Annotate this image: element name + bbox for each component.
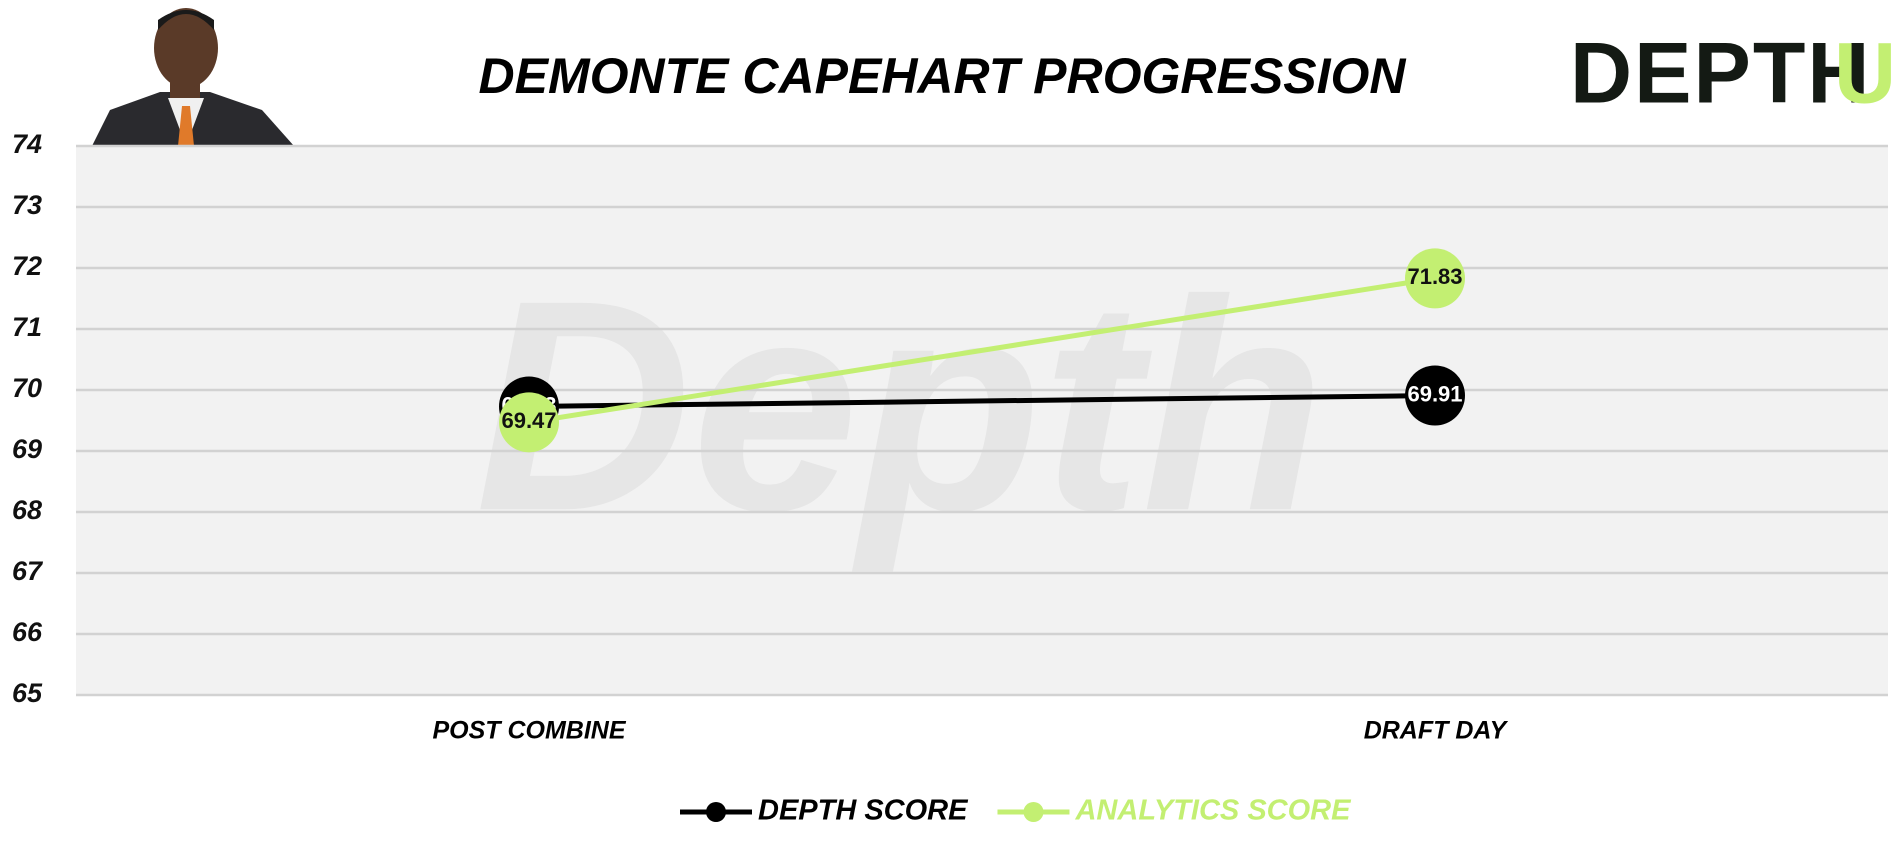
chart-title: DEMONTE CAPEHART PROGRESSION (479, 48, 1407, 104)
x-tick-label: DRAFT DAY (1364, 717, 1509, 745)
data-point (1405, 365, 1465, 426)
player-photo (92, 8, 294, 146)
y-tick-label: 65 (12, 678, 43, 708)
y-tick-label: 67 (12, 556, 44, 586)
y-tick-label: 73 (12, 190, 42, 220)
legend: DEPTH SCORE ANALYTICS SCORE (680, 795, 1352, 827)
y-tick-label: 74 (12, 129, 42, 159)
plot-background (76, 146, 1888, 695)
legend-marker (1023, 802, 1044, 822)
data-point (1405, 248, 1465, 309)
y-tick-label: 71 (12, 312, 42, 342)
y-tick-label: 69 (12, 434, 42, 464)
data-point (499, 392, 559, 453)
x-tick-label: POST COMBINE (432, 717, 626, 745)
legend-marker (706, 802, 726, 822)
data-label: 69.91 (1407, 381, 1462, 406)
y-tick-label: 72 (12, 251, 42, 281)
series-line (528, 275, 1436, 425)
legend-label: DEPTH SCORE (758, 795, 969, 827)
logo-accent: U (1834, 26, 1896, 122)
logo-text: DEPTH (1570, 26, 1871, 122)
data-label: 71.83 (1407, 264, 1462, 289)
y-tick-label: 66 (12, 617, 43, 647)
legend-label: ANALYTICS SCORE (1074, 795, 1352, 827)
data-label: 69.47 (501, 408, 556, 433)
y-tick-label: 68 (12, 495, 42, 525)
logo: DEPTH U (1570, 26, 1896, 122)
y-tick-label: 70 (12, 373, 42, 403)
series-line (528, 392, 1436, 409)
